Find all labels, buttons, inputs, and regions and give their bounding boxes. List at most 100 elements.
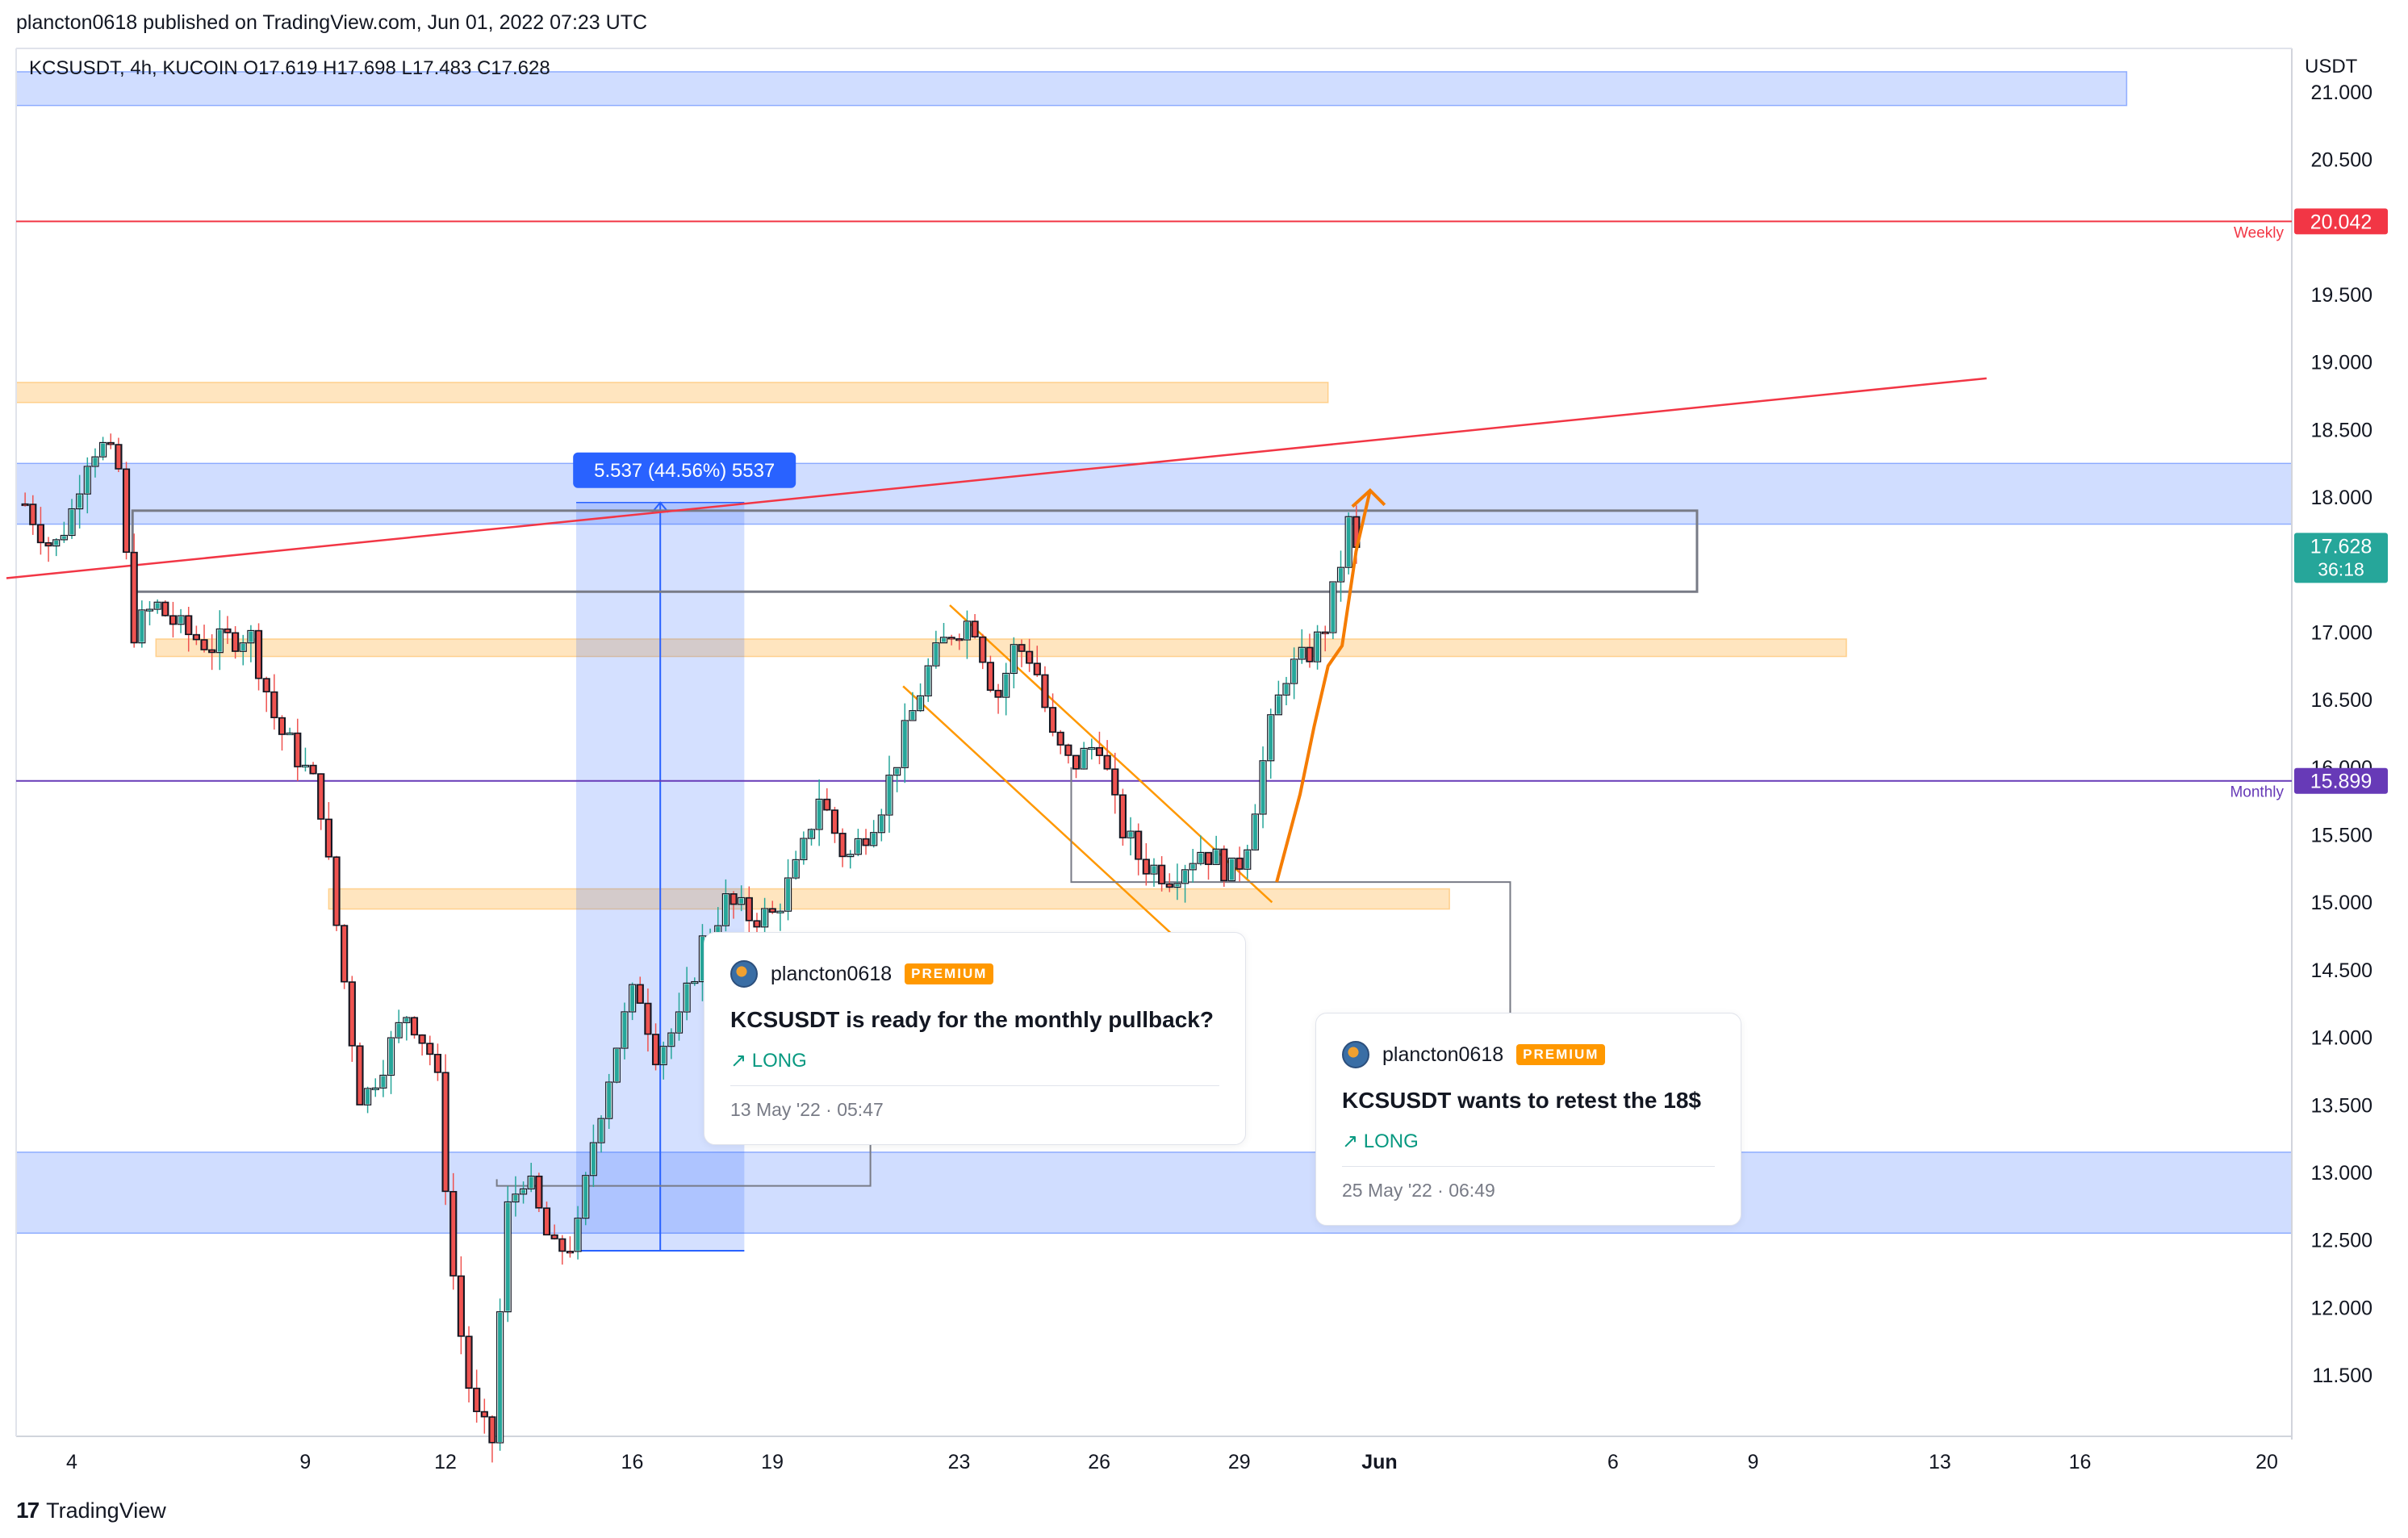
candle-fill xyxy=(575,1218,580,1251)
candle xyxy=(169,601,178,637)
candle xyxy=(901,703,909,784)
price-tag-bg xyxy=(2294,767,2388,794)
candle-fill xyxy=(498,1312,503,1442)
candle-fill xyxy=(451,1192,456,1276)
candle-fill xyxy=(1143,859,1148,874)
candle-fill xyxy=(1269,715,1273,760)
candle-fill xyxy=(607,1083,612,1118)
candle-fill xyxy=(202,640,207,650)
candle xyxy=(107,433,115,449)
range-rectangle xyxy=(131,509,1699,593)
candle-fill xyxy=(1260,761,1265,813)
idea-card-monthly-pullback[interactable]: plancton0618 PREMIUM KCSUSDT is ready fo… xyxy=(704,932,1246,1145)
candle-fill xyxy=(996,691,1001,697)
candle xyxy=(542,1202,551,1236)
candle-fill xyxy=(1331,583,1336,633)
candle-fill xyxy=(723,894,728,926)
candle-fill xyxy=(349,982,354,1046)
candle-fill xyxy=(855,839,860,854)
candle xyxy=(294,718,302,781)
candle xyxy=(1197,835,1205,866)
candle xyxy=(371,1078,379,1097)
candle xyxy=(721,879,730,932)
candle xyxy=(1095,731,1104,765)
candle xyxy=(76,474,84,529)
trendline xyxy=(6,377,1987,579)
candle xyxy=(589,1124,597,1187)
candle xyxy=(36,507,45,555)
candle-fill xyxy=(1237,859,1242,869)
candle-fill xyxy=(264,679,269,692)
candle xyxy=(21,492,29,507)
candle-fill xyxy=(832,810,837,833)
candle-fill xyxy=(1035,663,1039,675)
candle-fill xyxy=(257,631,261,678)
candle xyxy=(971,614,979,639)
candle xyxy=(115,437,123,473)
time-tick-label: 23 xyxy=(948,1451,971,1473)
candle-fill xyxy=(1081,749,1086,768)
price-tick-label: 15.500 xyxy=(2311,825,2372,847)
price-tick-label: 13.500 xyxy=(2311,1094,2372,1117)
candle-fill xyxy=(334,857,339,925)
candle xyxy=(301,747,310,772)
candle xyxy=(847,850,855,869)
candle-fill xyxy=(366,1089,370,1105)
candle xyxy=(1329,581,1337,639)
card-author[interactable]: plancton0618 xyxy=(771,962,893,985)
candle-fill xyxy=(918,696,923,710)
candle-fill xyxy=(482,1412,487,1416)
candle xyxy=(675,993,684,1041)
card-author[interactable]: plancton0618 xyxy=(1382,1043,1504,1066)
candle-fill xyxy=(926,667,930,696)
candle-fill xyxy=(77,495,82,508)
candle-fill xyxy=(716,926,721,935)
candle-fill xyxy=(1307,648,1312,662)
candle xyxy=(1244,844,1252,880)
price-tick-label: 14.500 xyxy=(2311,959,2372,982)
tradingview-footer[interactable]: 17 TradingView xyxy=(16,1498,166,1523)
candle xyxy=(395,1009,403,1043)
idea-card-retest-18[interactable]: plancton0618 PREMIUM KCSUSDT wants to re… xyxy=(1315,1013,1741,1226)
candle-fill xyxy=(1097,748,1102,755)
candle xyxy=(1321,625,1329,652)
candle-fill xyxy=(1292,659,1297,683)
candle-fill xyxy=(1152,866,1156,874)
candle-fill xyxy=(1074,756,1079,768)
candle xyxy=(1204,851,1213,880)
time-tick-label: 6 xyxy=(1607,1451,1619,1473)
candle xyxy=(979,633,987,670)
candle xyxy=(1344,512,1352,575)
candle xyxy=(83,457,91,514)
candle xyxy=(433,1043,442,1081)
candle xyxy=(815,779,823,846)
candle xyxy=(885,755,893,833)
candle-fill xyxy=(1043,675,1047,707)
candle xyxy=(161,600,169,617)
axes-layer xyxy=(15,48,2293,1440)
candle-fill xyxy=(178,616,183,624)
candle-fill xyxy=(560,1239,565,1251)
candle-fill xyxy=(443,1073,448,1191)
candle-fill xyxy=(529,1176,533,1189)
card-title[interactable]: KCSUSDT is ready for the monthly pullbac… xyxy=(730,1007,1214,1032)
candle xyxy=(1150,858,1158,887)
candle xyxy=(1064,743,1072,764)
candle xyxy=(403,1016,411,1041)
card-title[interactable]: KCSUSDT wants to retest the 18$ xyxy=(1342,1088,1701,1113)
candle xyxy=(691,977,699,986)
candle-fill xyxy=(1229,859,1234,880)
symbol-line: KCSUSDT, 4h, KUCOIN O17.619 H17.698 L17.… xyxy=(29,57,550,79)
candle-fill xyxy=(311,766,316,773)
candle xyxy=(270,674,278,730)
candle-fill xyxy=(240,643,245,651)
candle xyxy=(916,683,925,713)
idea-connector-1 xyxy=(495,1145,872,1187)
long-direction: ↗ LONG xyxy=(730,1050,807,1072)
candle-fill xyxy=(116,445,121,469)
candle-fill xyxy=(357,1047,362,1105)
candle-fill xyxy=(910,711,915,720)
candle xyxy=(939,623,948,644)
candle-fill xyxy=(326,820,331,856)
